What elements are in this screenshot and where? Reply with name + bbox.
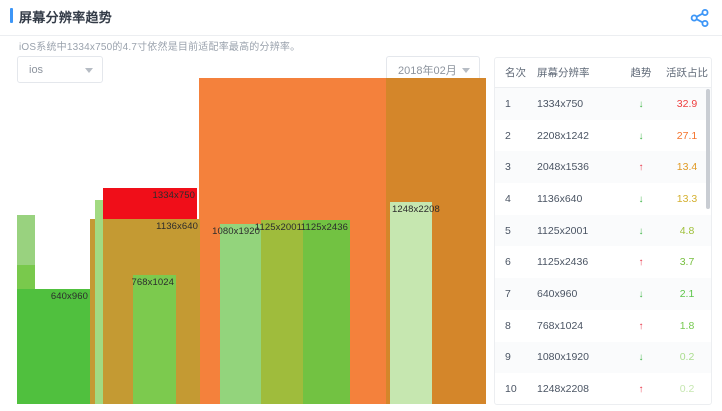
cell-resolution: 1248x2208 <box>537 383 589 396</box>
chart-bar-label: 1136x640 <box>156 221 198 232</box>
cell-percent: 3.7 <box>679 256 695 269</box>
cell-resolution: 640x960 <box>537 287 578 300</box>
chart-bar-label: 1334x750 <box>152 190 195 201</box>
chart-bar-label: 1125x2001 <box>254 222 302 233</box>
table-row[interactable]: 7 640x960 ↓ 2.1 <box>495 278 711 310</box>
cell-percent: 0.2 <box>679 351 695 364</box>
cell-rank: 9 <box>505 351 511 364</box>
chart-bar-label: 1080x1920 <box>212 226 260 237</box>
cell-rank: 10 <box>505 383 517 396</box>
col-header-percent: 活跃占比 <box>666 67 708 79</box>
cell-rank: 8 <box>505 319 511 332</box>
cell-percent: 13.4 <box>676 161 698 174</box>
trend-up-icon: ↑ <box>638 384 644 396</box>
platform-select-value: ios <box>29 63 44 76</box>
resolution-rank-table: 名次 屏幕分辨率 趋势 活跃占比 1 1334x750 ↓ 32.9 2 2208x124… <box>494 57 712 405</box>
table-row[interactable]: 4 1136x640 ↓ 13.3 <box>495 183 711 215</box>
cell-percent: 13.3 <box>676 192 698 205</box>
cell-resolution: 1334x750 <box>537 97 584 110</box>
chart-bar-label: 1125x2436 <box>300 222 348 233</box>
resolution-treemap-chart[interactable]: 2048x15361334x7501136x6401248x22081080x1… <box>0 78 486 408</box>
cell-trend: ↑ <box>619 256 663 268</box>
col-header-resolution: 屏幕分辨率 <box>537 67 590 79</box>
chevron-down-icon <box>85 67 93 73</box>
cell-percent: 32.9 <box>676 97 698 110</box>
trend-down-icon: ↓ <box>638 352 644 364</box>
trend-down-icon: ↓ <box>638 225 644 237</box>
col-header-rank: 名次 <box>505 67 526 79</box>
cell-trend: ↓ <box>619 193 663 205</box>
table-row[interactable]: 9 1080x1920 ↓ 0.2 <box>495 341 711 374</box>
table-row[interactable]: 5 1125x2001 ↓ 4.8 <box>495 214 711 247</box>
chart-bar[interactable]: 1125x2001 <box>255 220 304 404</box>
cell-percent: 1.8 <box>679 319 695 332</box>
cell-resolution: 2048x1536 <box>537 161 589 174</box>
cell-percent: 4.8 <box>679 224 695 237</box>
title-accent-bar <box>10 8 13 23</box>
chart-bar-label: 1248x2208 <box>392 204 440 215</box>
cell-rank: 3 <box>505 161 511 174</box>
table-row[interactable]: 8 768x1024 ↑ 1.8 <box>495 310 711 342</box>
chart-bar[interactable]: 640x960 <box>17 289 90 404</box>
cell-resolution: 1125x2001 <box>537 224 589 237</box>
cell-trend: ↑ <box>619 383 663 395</box>
chart-bar[interactable]: 1080x1920 <box>212 224 262 404</box>
month-select-value: 2018年02月 <box>398 64 457 77</box>
cell-resolution: 1125x2436 <box>537 256 589 269</box>
cell-rank: 7 <box>505 287 511 300</box>
table-row[interactable]: 3 2048x1536 ↑ 13.4 <box>495 151 711 184</box>
cell-resolution: 768x1024 <box>537 319 584 332</box>
chevron-down-icon <box>462 67 470 73</box>
chart-bar[interactable]: 768x1024 <box>131 275 176 404</box>
chart-bar-label: 768x1024 <box>131 277 174 288</box>
cell-trend: ↓ <box>619 288 663 300</box>
cell-percent: 2.1 <box>679 287 695 300</box>
cell-resolution: 1080x1920 <box>537 351 589 364</box>
chart-bar-label: 640x960 <box>50 291 88 302</box>
panel-subtitle: iOS系统中1334x750的4.7寸依然是目前适配率最高的分辨率。 <box>19 42 301 53</box>
trend-down-icon: ↓ <box>638 98 644 110</box>
cell-trend: ↓ <box>619 130 663 142</box>
table-row[interactable]: 6 1125x2436 ↑ 3.7 <box>495 246 711 278</box>
cell-resolution: 2208x1242 <box>537 129 589 142</box>
page-title: 屏幕分辨率趋势 <box>19 10 113 25</box>
table-header-row: 名次 屏幕分辨率 趋势 活跃占比 <box>495 58 711 88</box>
cell-trend: ↓ <box>619 225 663 237</box>
chart-bar[interactable]: 1125x2436 <box>300 220 350 404</box>
cell-trend: ↓ <box>619 351 663 363</box>
cell-trend: ↓ <box>619 98 663 110</box>
cell-rank: 1 <box>505 97 511 110</box>
trend-up-icon: ↑ <box>638 257 644 269</box>
table-body[interactable]: 1 1334x750 ↓ 32.9 2 2208x1242 ↓ 27.1 3 2048x1536 ↑… <box>495 88 711 404</box>
chart-bar[interactable]: 1248x2208 <box>390 202 440 404</box>
col-header-trend: 趋势 <box>630 67 652 79</box>
trend-down-icon: ↓ <box>638 288 644 300</box>
platform-select[interactable]: ios <box>17 56 103 83</box>
trend-up-icon: ↑ <box>638 162 644 174</box>
cell-rank: 6 <box>505 256 511 269</box>
trend-down-icon: ↓ <box>638 193 644 205</box>
cell-resolution: 1136x640 <box>537 192 583 205</box>
cell-percent: 27.1 <box>676 129 698 142</box>
table-row[interactable]: 2 2208x1242 ↓ 27.1 <box>495 120 711 152</box>
trend-up-icon: ↑ <box>638 320 644 332</box>
table-row[interactable]: 10 1248x2208 ↑ 0.2 <box>495 373 711 404</box>
panel-header: 屏幕分辨率趋势 <box>0 0 722 36</box>
cell-rank: 4 <box>505 192 511 205</box>
table-row[interactable]: 1 1334x750 ↓ 32.9 <box>495 88 711 120</box>
chart-bar[interactable] <box>95 200 103 404</box>
share-icon[interactable] <box>690 9 710 27</box>
cell-percent: 0.2 <box>679 383 695 396</box>
trend-down-icon: ↓ <box>638 130 644 142</box>
cell-trend: ↑ <box>619 161 663 173</box>
cell-rank: 5 <box>505 224 511 237</box>
cell-trend: ↑ <box>619 320 663 332</box>
table-scrollbar[interactable] <box>706 89 710 209</box>
header-divider <box>0 35 722 36</box>
cell-rank: 2 <box>505 129 511 142</box>
